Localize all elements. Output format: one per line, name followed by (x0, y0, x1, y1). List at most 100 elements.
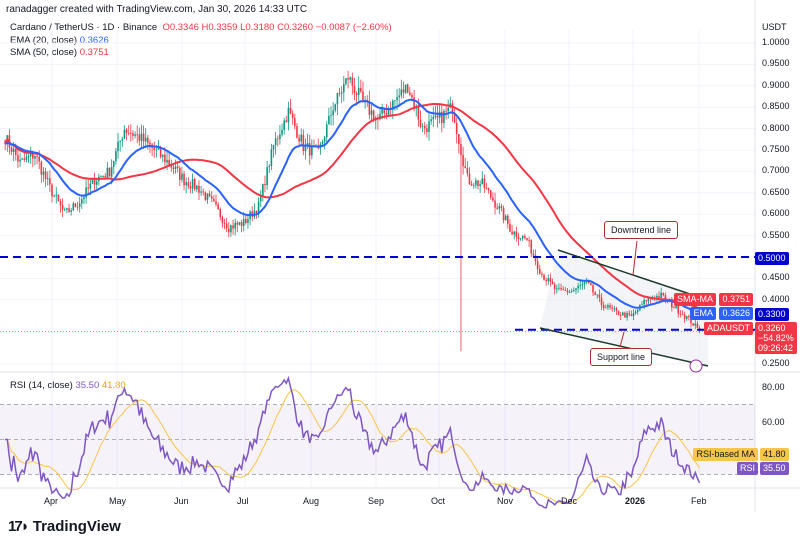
candle-body (368, 101, 371, 115)
price-tick: 0.9500 (762, 58, 790, 69)
support-annotation[interactable]: Support line (590, 348, 653, 366)
candle-body (317, 146, 320, 149)
ohlc-low: L0.3180 (240, 22, 275, 33)
ema-tag-name: EMA (690, 307, 716, 320)
candle-body (274, 138, 277, 146)
candle-body (517, 236, 520, 240)
downtrend-annotation[interactable]: Downtrend line (604, 221, 679, 239)
candle-body (598, 294, 601, 298)
candle-body (502, 207, 505, 221)
candle-body (40, 161, 43, 175)
candle-body (268, 166, 271, 168)
rsi-label[interactable]: RSI (14, close) (10, 380, 73, 391)
candle-body (225, 223, 228, 229)
candle-body (426, 128, 428, 132)
currency-label: USDT (762, 22, 787, 32)
level-tag-050: 0.5000 (755, 252, 789, 265)
candle-body (127, 132, 130, 134)
candle-body (602, 305, 605, 309)
candle-body (513, 231, 516, 235)
candle-body (247, 219, 249, 223)
candle-body (381, 108, 383, 114)
candle-body (560, 287, 562, 290)
candle-body (641, 304, 643, 306)
candle-body (147, 137, 149, 143)
bar-countdown: 09:26:42 (758, 343, 794, 353)
candle-body (149, 142, 151, 145)
candle-body (259, 195, 262, 202)
candle-body (336, 93, 339, 105)
price-tick: 1.0000 (762, 37, 790, 47)
candle-body (85, 187, 87, 198)
candle-body (279, 134, 281, 139)
candle-body (193, 179, 196, 190)
tradingview-logo-icon: 17◗ (8, 518, 30, 535)
level-tag-033: 0.3300 (755, 308, 789, 321)
candle-body (575, 288, 577, 291)
candle-body (108, 167, 111, 177)
candle-body (266, 167, 268, 186)
candle-body (615, 308, 618, 311)
candle-body (232, 225, 234, 229)
candle-body (477, 180, 479, 187)
sma-value: 0.3751 (79, 47, 109, 58)
sma-label[interactable]: SMA (50, close) (10, 47, 78, 58)
candle-body (213, 198, 215, 202)
candle-body (140, 133, 143, 141)
candle-body (242, 219, 245, 226)
candle-body (46, 178, 49, 180)
candle-body (306, 143, 309, 145)
candle-body (362, 91, 364, 101)
candle-body (400, 89, 403, 96)
candle-body (419, 119, 422, 127)
candle-body (343, 84, 345, 93)
tradingview-logo[interactable]: 17◗ TradingView (8, 518, 121, 535)
candle-body (662, 292, 665, 296)
candle-body (443, 110, 445, 124)
candle-body (12, 148, 15, 153)
candle-body (330, 115, 332, 117)
candle-body (538, 268, 541, 274)
candle-body (59, 201, 62, 206)
ema-label[interactable]: EMA (20, close) (10, 34, 78, 46)
candle-body (191, 179, 194, 189)
candle-body (673, 307, 675, 309)
brand-name: TradingView (32, 518, 121, 535)
candle-body (223, 223, 226, 224)
candle-body (675, 305, 677, 308)
candle-body (453, 113, 456, 123)
candle-body (347, 78, 349, 80)
candle-body (549, 278, 552, 282)
candle-body (664, 295, 667, 301)
candle-body (671, 300, 673, 308)
candle-body (55, 194, 58, 196)
candle-body (466, 168, 469, 174)
candle-body (176, 166, 179, 168)
candle-body (262, 184, 264, 196)
candle-body (432, 116, 435, 120)
candle-body (475, 180, 477, 186)
symbol-title[interactable]: Cardano / TetherUS · 1D · Binance (10, 22, 158, 33)
candle-body (534, 255, 537, 262)
candle-body (421, 126, 424, 127)
rsi-tag-name: RSI (736, 462, 758, 475)
candle-body (34, 155, 36, 159)
ohlc-close: C0.3260 (277, 22, 313, 33)
candle-body (530, 240, 533, 254)
candle-body (447, 107, 449, 112)
candle-body (590, 283, 592, 286)
candle-body (570, 291, 573, 293)
candle-body (345, 78, 347, 85)
candle-body (455, 122, 458, 135)
candle-body (200, 191, 202, 193)
candle-body (296, 126, 298, 138)
candle-body (643, 299, 645, 305)
candle-body (283, 120, 285, 130)
sma-tag-name: SMA-MA (674, 293, 716, 306)
candle-body (196, 185, 198, 190)
candle-body (221, 217, 224, 224)
candle-body (600, 297, 603, 306)
ema-20-line (4, 98, 701, 317)
ema-tag: 0.3626 (719, 307, 753, 320)
